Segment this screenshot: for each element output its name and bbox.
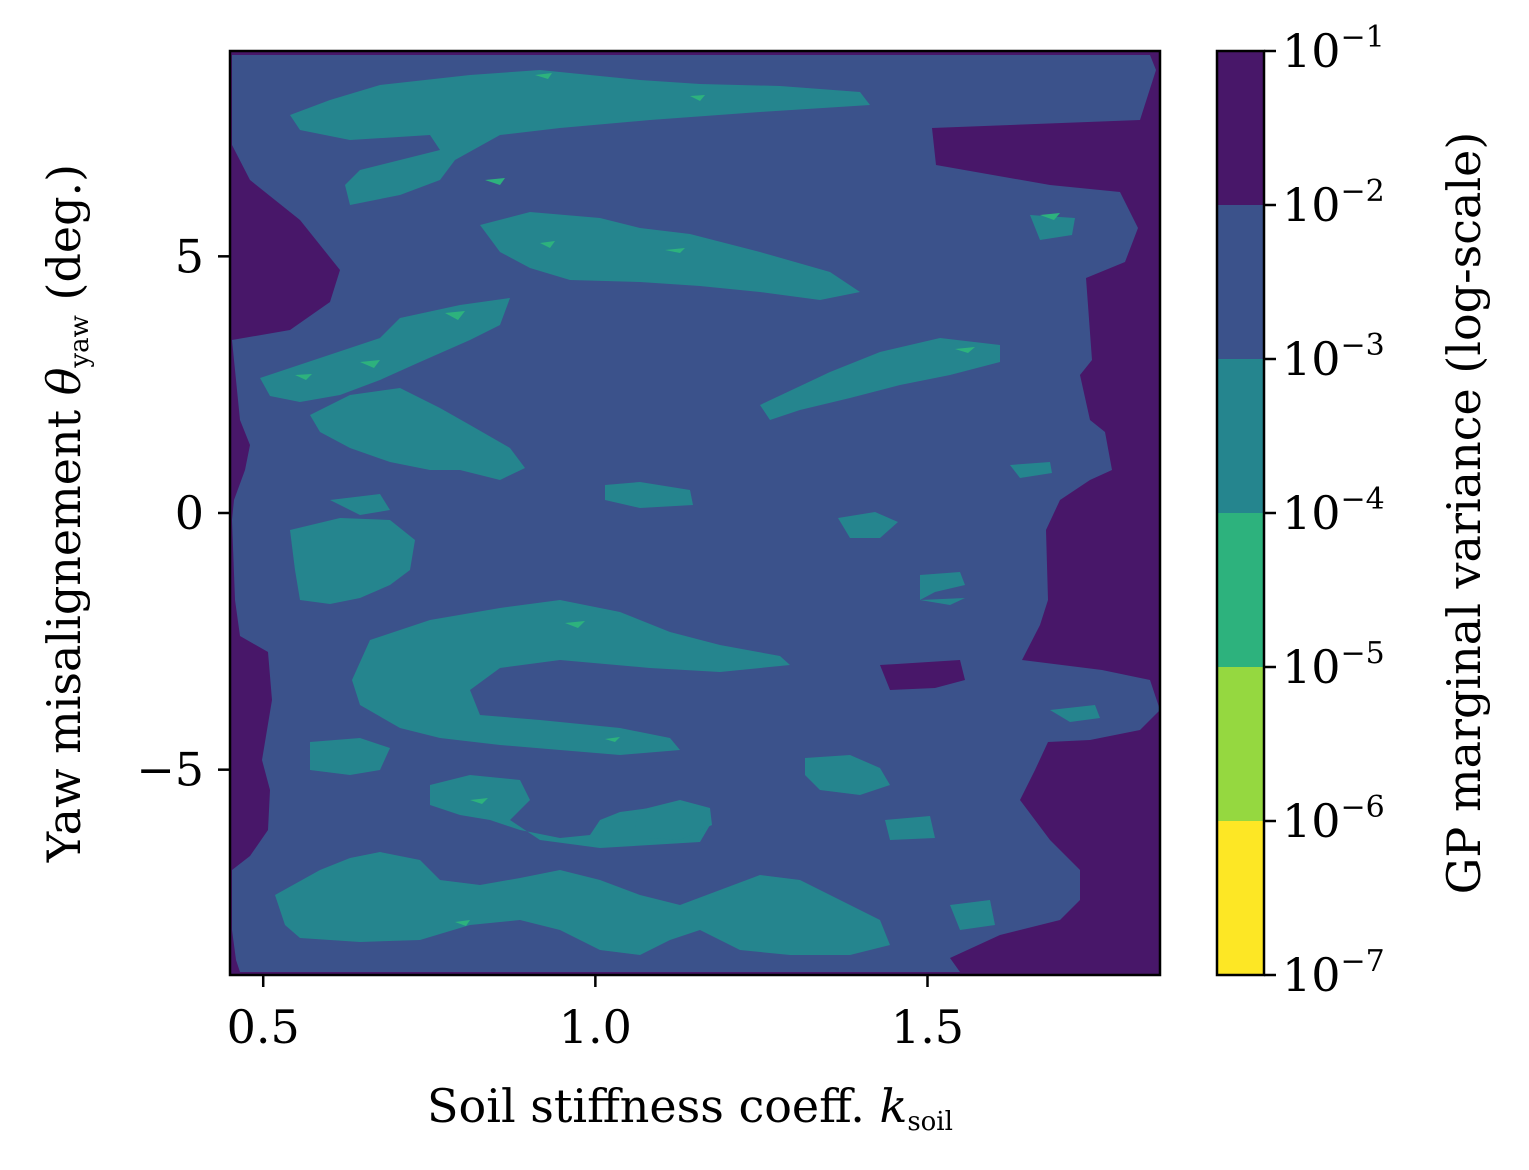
mid-variance-island: [880, 660, 965, 690]
colorbar-label: GP marginal variance (log-scale): [1437, 132, 1491, 895]
x-tick-label: 1.0: [559, 1000, 632, 1054]
colorbar-band: [1217, 359, 1264, 513]
colorbar-tick-label: 10−3: [1282, 328, 1385, 386]
x-tick-label: 0.5: [227, 1000, 300, 1054]
y-tick-label: 0: [175, 486, 204, 540]
colorbar-tick-label: 10−6: [1282, 790, 1385, 848]
colorbar-tick-label: 10−1: [1282, 20, 1385, 78]
colorbar-tick-label: 10−7: [1282, 944, 1385, 1002]
colorbar-band: [1217, 205, 1264, 359]
colorbar-tick-label: 10−4: [1282, 482, 1385, 540]
y-axis-label: Yaw misalignement θyaw (deg.): [37, 164, 95, 863]
colorbar-band: [1217, 821, 1264, 975]
colorbar: 10−7 10−6 10−5 10−4 10−3 10−2 10−1: [1217, 20, 1385, 1002]
colorbar-band: [1217, 667, 1264, 821]
colorbar-tick-label: 10−5: [1282, 636, 1385, 694]
x-tick-label: 1.5: [891, 1000, 964, 1054]
colorbar-tick-label: 10−2: [1282, 174, 1385, 232]
y-tick-label: 5: [175, 229, 204, 283]
plot-area: [230, 51, 1160, 975]
mid-variance-region: [232, 55, 1160, 972]
colorbar-band: [1217, 51, 1264, 205]
x-axis: 0.5 1.0 1.5: [227, 975, 964, 1054]
colorbar-frame: [1215, 49, 1266, 977]
y-axis: 5 0 −5: [136, 229, 230, 797]
lowest-variance-spots: [295, 73, 1060, 926]
y-tick-label: −5: [136, 743, 204, 797]
colorbar-band: [1217, 513, 1264, 667]
x-axis-label: Soil stiffness coeff. ksoil: [427, 1079, 953, 1137]
low-variance-bands: [260, 70, 1100, 955]
